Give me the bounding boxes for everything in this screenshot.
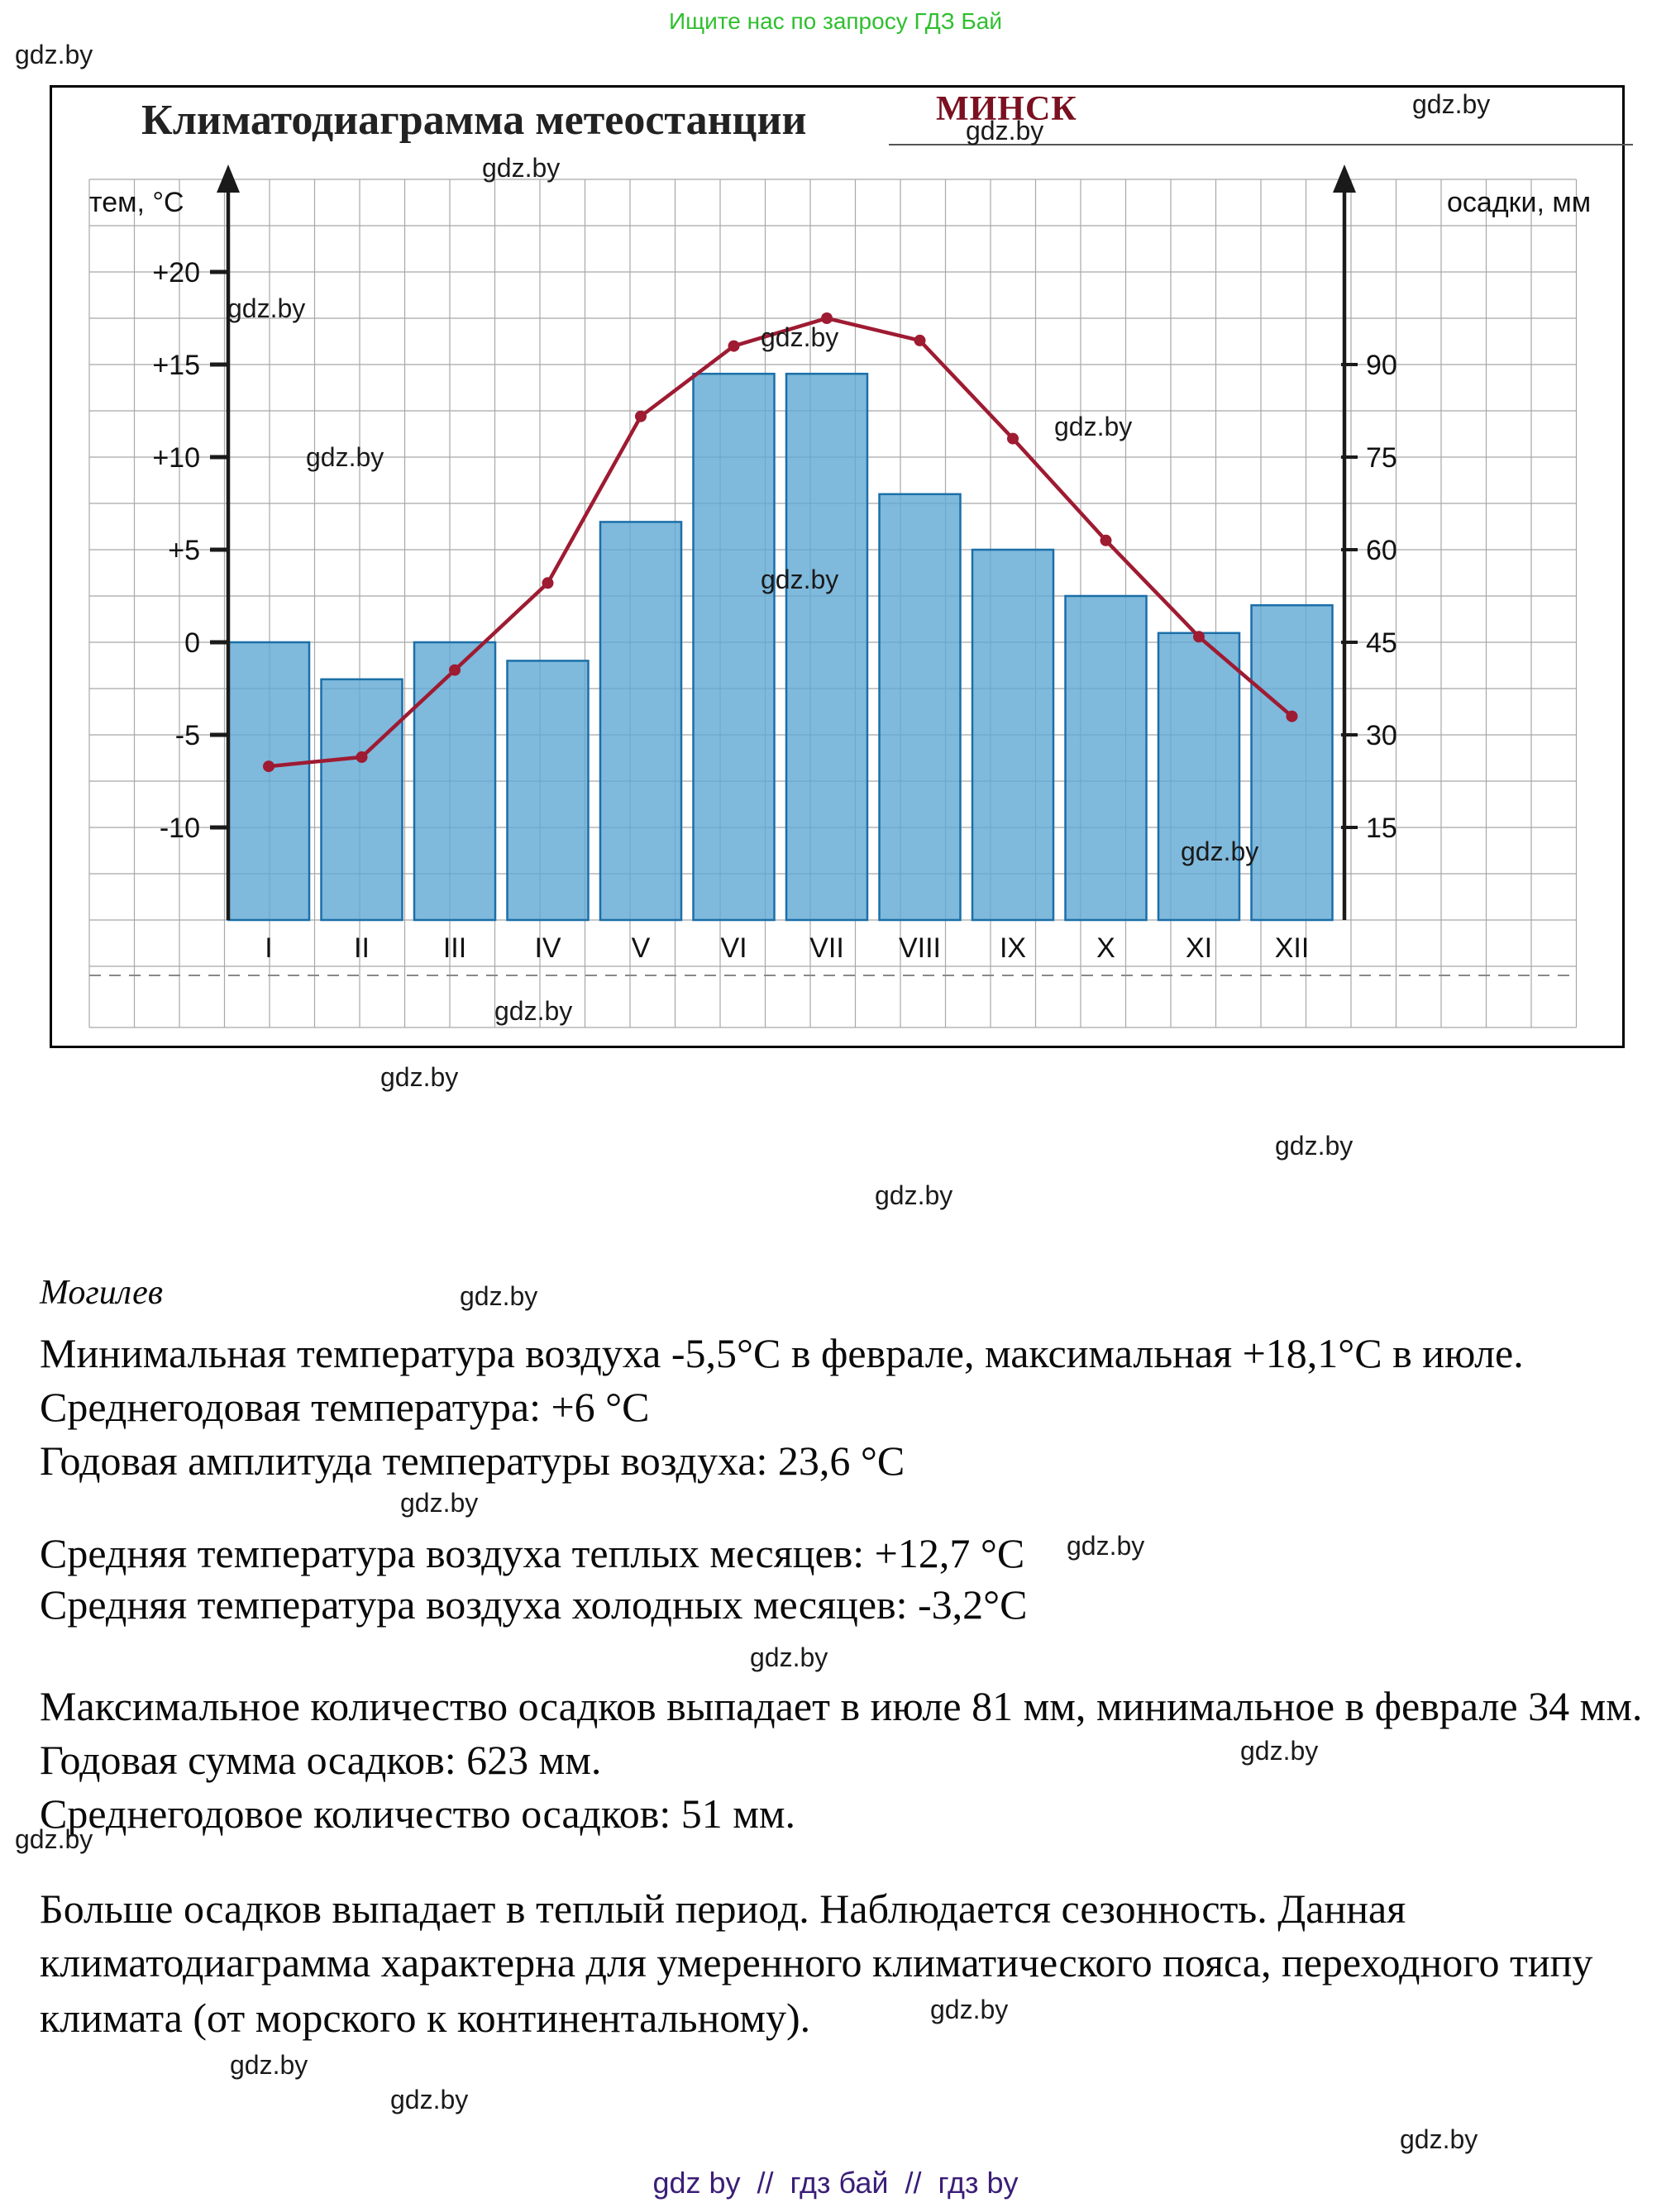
svg-text:0: 0 — [184, 627, 200, 659]
svg-text:90: 90 — [1366, 350, 1397, 381]
svg-text:-10: -10 — [160, 813, 200, 844]
svg-text:-5: -5 — [175, 720, 200, 751]
svg-text:XI: XI — [1186, 932, 1212, 964]
svg-text:+20: +20 — [152, 257, 200, 288]
svg-text:30: 30 — [1366, 720, 1397, 751]
svg-text:+5: +5 — [168, 535, 200, 566]
svg-text:45: 45 — [1366, 627, 1397, 659]
svg-text:+15: +15 — [152, 350, 200, 381]
svg-text:VIII: VIII — [899, 932, 941, 964]
svg-text:II: II — [354, 932, 370, 964]
svg-text:I: I — [265, 932, 272, 964]
svg-text:60: 60 — [1366, 535, 1397, 566]
svg-text:III: III — [443, 932, 466, 964]
svg-text:75: 75 — [1366, 442, 1397, 474]
svg-text:IV: IV — [534, 932, 561, 964]
svg-text:VII: VII — [809, 932, 844, 964]
svg-text:+10: +10 — [152, 442, 200, 474]
svg-text:X: X — [1096, 932, 1115, 964]
svg-text:15: 15 — [1366, 813, 1397, 844]
svg-text:IX: IX — [1000, 932, 1026, 964]
svg-text:V: V — [632, 932, 651, 964]
svg-text:XII: XII — [1275, 932, 1310, 964]
svg-text:VI: VI — [720, 932, 747, 964]
